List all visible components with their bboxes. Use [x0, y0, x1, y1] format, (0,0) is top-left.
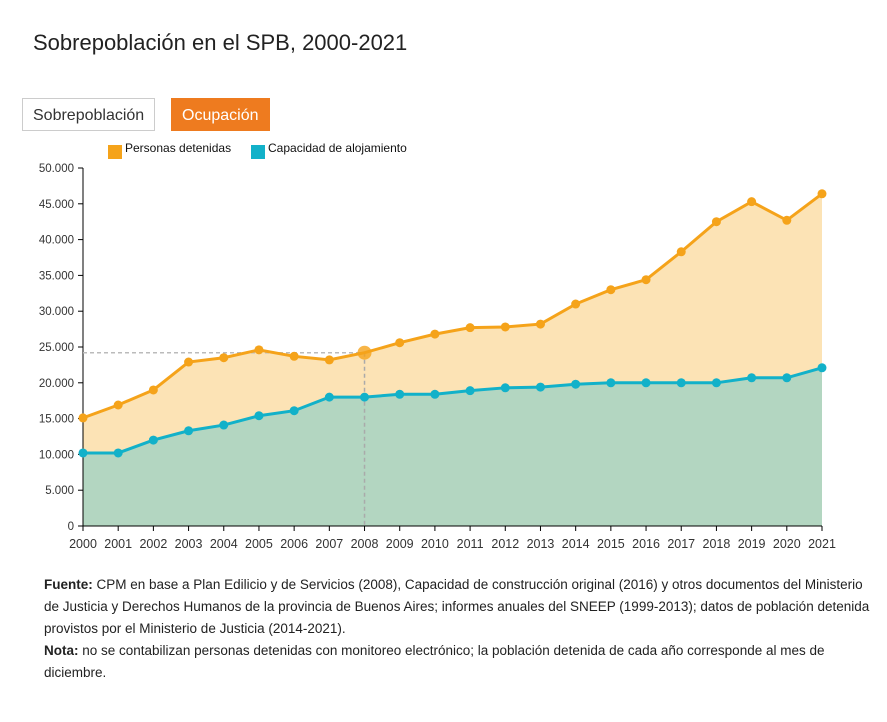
capacidad-point [430, 389, 440, 399]
capacidad-point [289, 406, 299, 416]
x-tick-label: 2005 [245, 537, 273, 551]
detenidas-point [324, 355, 334, 365]
detenidas-point [395, 338, 405, 348]
x-tick-label: 2008 [351, 537, 379, 551]
capacidad-point [817, 363, 827, 373]
y-tick-label: 30.000 [39, 306, 74, 318]
capacidad-point [747, 373, 757, 383]
capacidad-point [360, 392, 370, 402]
y-tick-label: 0 [68, 521, 74, 533]
legend-label-capacidad: Capacidad de alojamiento [268, 141, 407, 155]
y-tick-label: 25.000 [39, 342, 74, 354]
x-tick-label: 2018 [703, 537, 731, 551]
y-tick-label: 35.000 [39, 270, 74, 282]
detenidas-point [711, 217, 721, 227]
legend-swatch-capacidad [251, 145, 265, 159]
capacidad-point [782, 373, 792, 383]
capacidad-area [83, 367, 822, 526]
capacidad-line [83, 366, 823, 455]
capacidad-point [324, 392, 334, 402]
capacidad-point [254, 411, 264, 421]
detenidas-point [676, 247, 686, 257]
ocupacion-button[interactable]: Ocupación [171, 98, 270, 131]
nota-label: Nota: [44, 643, 79, 658]
x-tick-label: 2016 [632, 537, 660, 551]
sobrepoblacion-button[interactable]: Sobrepoblación [22, 98, 156, 131]
capacidad-point [676, 378, 686, 388]
capacidad-point [78, 448, 88, 458]
capacidad-point [641, 378, 651, 388]
detenidas-point [606, 285, 616, 295]
notes: Fuente: CPM en base a Plan Edilicio y de… [44, 574, 874, 684]
detenidas-point [113, 400, 123, 410]
detenidas-point [357, 345, 372, 360]
y-tick-label: 5.000 [45, 485, 74, 497]
detenidas-point [254, 345, 264, 355]
capacidad-point [184, 426, 194, 436]
detenidas-point [78, 413, 88, 423]
detenidas-point [148, 385, 158, 395]
x-tick-label: 2011 [457, 537, 484, 551]
detenidas-point [219, 353, 229, 363]
x-tick-label: 2014 [562, 537, 590, 551]
x-tick-label: 2007 [315, 537, 343, 551]
capacidad-point [535, 382, 545, 392]
y-tick-label: 15.000 [39, 414, 74, 426]
detenidas-point [465, 323, 475, 333]
y-tick-label: 50.000 [39, 163, 74, 175]
y-tick-label: 40.000 [39, 235, 74, 247]
x-tick-label: 2019 [738, 537, 766, 551]
area-chart: 0 5.000 10.000 15.000 20.000 25.000 30.000 35.0… [39, 141, 836, 551]
detenidas-point [641, 275, 651, 285]
x-tick-label: 2001 [104, 537, 132, 551]
detenidas-point [817, 189, 827, 199]
detenidas-point [289, 351, 299, 361]
x-tick-label: 2013 [527, 537, 555, 551]
detenidas-point [747, 197, 757, 207]
detenidas-line [82, 192, 823, 420]
detenidas-point [571, 299, 581, 309]
detenidas-point [430, 329, 440, 339]
capacidad-point [395, 389, 405, 399]
capacidad-point [606, 378, 616, 388]
y-tick-label: 10.000 [39, 449, 74, 461]
capacidad-point [571, 379, 581, 389]
nota-text: no se contabilizan personas detenidas co… [44, 643, 825, 680]
x-tick-label: 2003 [175, 537, 203, 551]
x-tick-label: 2012 [491, 537, 519, 551]
x-tick-label: 2002 [139, 537, 167, 551]
x-tick-label: 2000 [69, 537, 97, 551]
x-tick-label: 2021 [808, 537, 836, 551]
detenidas-point [535, 319, 545, 329]
capacidad-point [500, 383, 510, 393]
fuente-text: CPM en base a Plan Edilicio y de Servici… [44, 577, 870, 636]
detenidas-point [184, 357, 194, 367]
x-tick-label: 2006 [280, 537, 308, 551]
capacidad-point [219, 420, 229, 430]
detenidas-point [500, 322, 510, 332]
capacidad-point [148, 435, 158, 445]
x-tick-label: 2015 [597, 537, 625, 551]
capacidad-point [113, 448, 123, 458]
legend-label-detenidas: Personas detenidas [125, 141, 231, 155]
capacidad-point [711, 378, 721, 388]
x-tick-label: 2020 [773, 537, 801, 551]
x-tick-label: 2004 [210, 537, 238, 551]
y-tick-label: 20.000 [39, 378, 74, 390]
fuente-label: Fuente: [44, 577, 93, 592]
x-tick-label: 2009 [386, 537, 414, 551]
x-tick-label: 2017 [667, 537, 695, 551]
legend-swatch-detenidas [108, 145, 122, 159]
detenidas-point [782, 215, 792, 225]
page-title: Sobrepoblación en el SPB, 2000-2021 [33, 30, 408, 55]
x-tick-label: 2010 [421, 537, 449, 551]
capacidad-point [465, 386, 475, 396]
y-tick-label: 45.000 [39, 199, 74, 211]
